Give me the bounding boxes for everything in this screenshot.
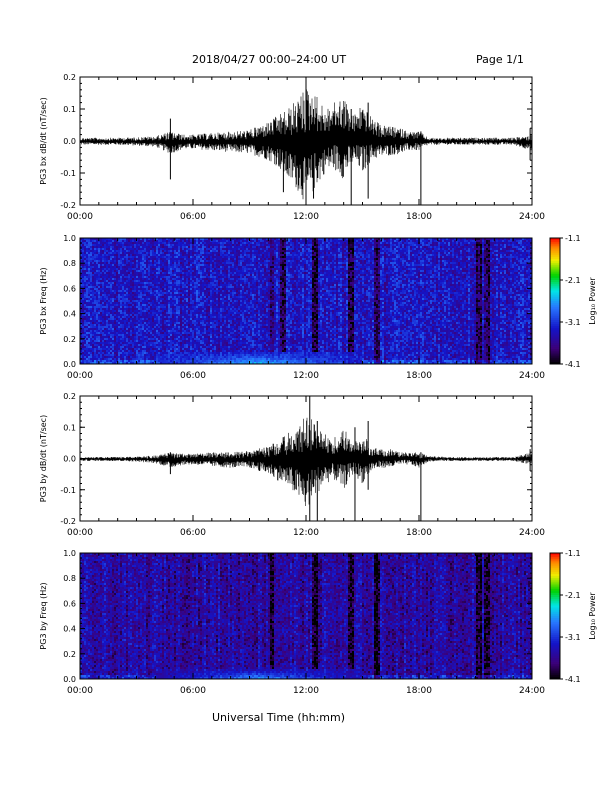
panel-0-ytick-label: 0.1 (63, 105, 76, 114)
panel-1-xtick-label: 18:00 (406, 371, 432, 381)
panel-1-colorbar-tick-label: -1.1 (565, 234, 581, 243)
panel-2-xtick-label: 06:00 (180, 528, 206, 538)
panel-2-xtick-label: 24:00 (519, 528, 545, 538)
panel-0-ytick-label: 0.0 (63, 137, 76, 146)
panel-0-ytick-label: 0.2 (63, 73, 76, 82)
panel-3-ytick-label: 0.8 (63, 574, 76, 583)
panel-3-ytick-label: 0.4 (63, 625, 76, 634)
panel-3-colorbar-tick-label: -4.1 (565, 675, 581, 684)
panel-1-xtick-label: 24:00 (519, 371, 545, 381)
panel-1-xtick-label: 00:00 (67, 371, 93, 381)
panel-2-ytick-label: 0.0 (63, 455, 76, 464)
panel-1-colorbar (550, 238, 560, 364)
panel-1-ytick-label: 0.2 (63, 335, 76, 344)
panel-1-ytick-label: 0.0 (63, 360, 76, 369)
panel-1-xtick-label: 12:00 (293, 371, 319, 381)
panel-3-colorbar-tick-label: -1.1 (565, 549, 581, 558)
panel-2-ytick-label: -0.2 (60, 517, 76, 526)
panel-1-spectrogram (80, 238, 532, 364)
panel-2-ylabel: PG3 by dB/dt (nT/sec) (39, 415, 48, 502)
panel-1-ytick-label: 0.8 (63, 259, 76, 268)
panel-1-ytick-label: 1.0 (63, 234, 76, 243)
panel-3-ytick-label: 0.6 (63, 599, 76, 608)
panel-1-ytick-label: 0.4 (63, 310, 76, 319)
panel-1-colorbar-tick-label: -4.1 (565, 360, 581, 369)
panel-0-xtick-label: 18:00 (406, 212, 432, 222)
panel-3-ytick-label: 0.0 (63, 675, 76, 684)
panel-3-xtick-label: 00:00 (67, 686, 93, 696)
panel-2-ytick-label: 0.2 (63, 392, 76, 401)
panel-2-xtick-label: 12:00 (293, 528, 319, 538)
panel-3-xtick-label: 06:00 (180, 686, 206, 696)
panel-2-series-line (80, 418, 532, 506)
panel-0-ylabel: PG3 bx dB/dt (nT/sec) (39, 97, 48, 184)
panel-3-spectrogram (80, 553, 532, 679)
panel-0-ytick-label: -0.1 (60, 169, 76, 178)
panel-1-ytick-label: 0.6 (63, 284, 76, 293)
panel-1-xtick-label: 06:00 (180, 371, 206, 381)
panel-1-ylabel: PG3 bx Freq (Hz) (39, 267, 48, 334)
panel-3-colorbar (550, 553, 560, 679)
panel-3-xtick-label: 24:00 (519, 686, 545, 696)
panel-3-xtick-label: 18:00 (406, 686, 432, 696)
panel-2-ytick-label: -0.1 (60, 486, 76, 495)
panel-1-colorbar-tick-label: -3.1 (565, 318, 581, 327)
panel-3-ylabel: PG3 by Freq (Hz) (39, 582, 48, 649)
panel-2-xtick-label: 00:00 (67, 528, 93, 538)
panel-0-xtick-label: 12:00 (293, 212, 319, 222)
panel-3-ytick-label: 1.0 (63, 549, 76, 558)
panel-3-colorbar-label: Log₁₀ Power (588, 592, 597, 640)
panel-1-colorbar-tick-label: -2.1 (565, 276, 581, 285)
panel-3-xtick-label: 12:00 (293, 686, 319, 696)
panel-3-ytick-label: 0.2 (63, 650, 76, 659)
panel-2-ytick-label: 0.1 (63, 423, 76, 432)
x-axis-label: Universal Time (hh:mm) (212, 711, 345, 724)
panel-0-xtick-label: 06:00 (180, 212, 206, 222)
panel-0-xtick-label: 24:00 (519, 212, 545, 222)
panel-0-xtick-label: 00:00 (67, 212, 93, 222)
panel-1-colorbar-label: Log₁₀ Power (588, 277, 597, 325)
panel-0-ytick-label: -0.2 (60, 201, 76, 210)
panel-3-colorbar-tick-label: -3.1 (565, 633, 581, 642)
panel-3-colorbar-tick-label: -2.1 (565, 591, 581, 600)
panel-2-xtick-label: 18:00 (406, 528, 432, 538)
